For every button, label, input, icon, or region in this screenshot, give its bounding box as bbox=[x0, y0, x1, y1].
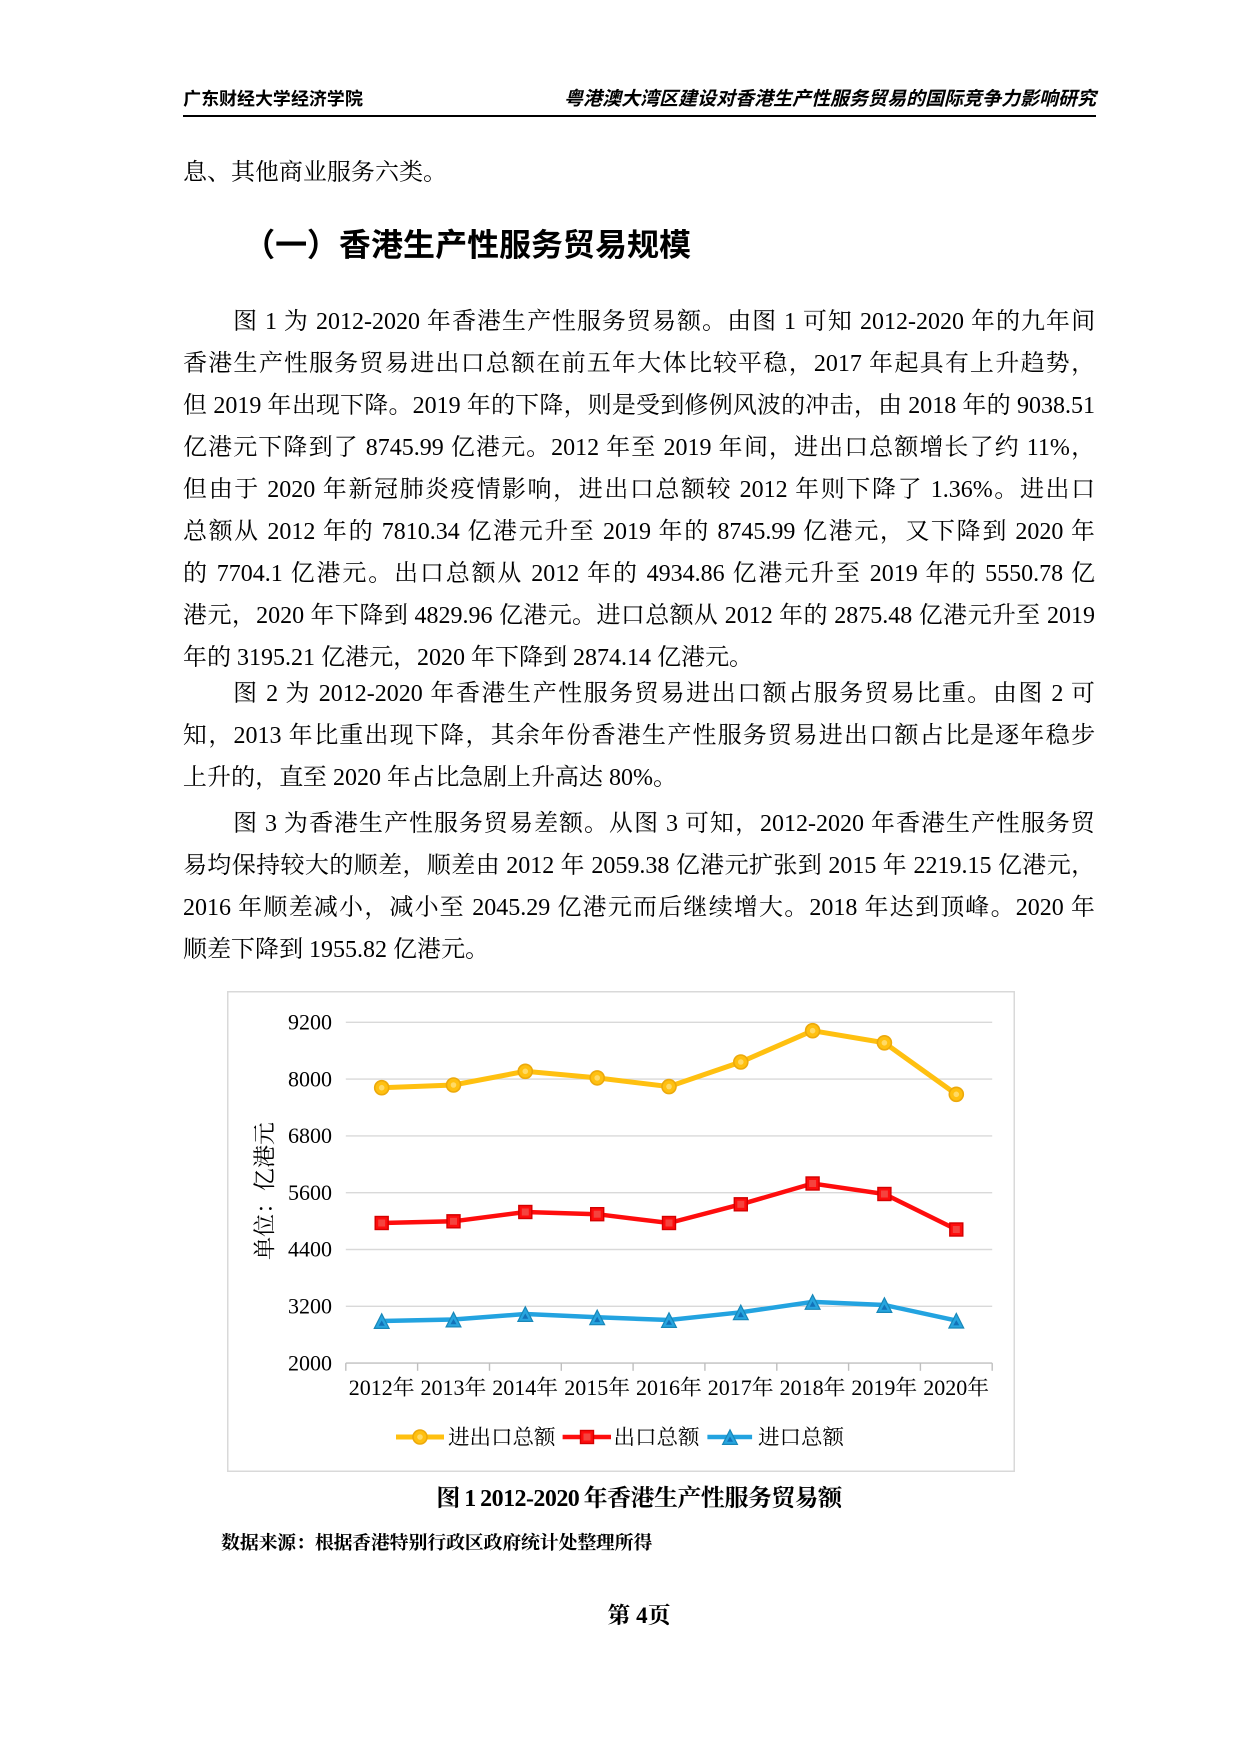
svg-text:2019年: 2019年 bbox=[851, 1375, 917, 1400]
svg-text:单位：亿港元: 单位：亿港元 bbox=[253, 1122, 278, 1260]
svg-text:出口总额: 出口总额 bbox=[614, 1426, 701, 1450]
svg-text:4400: 4400 bbox=[288, 1237, 332, 1262]
svg-text:5600: 5600 bbox=[288, 1180, 332, 1205]
svg-text:2015年: 2015年 bbox=[564, 1375, 630, 1400]
svg-text:2013年: 2013年 bbox=[420, 1375, 486, 1400]
svg-text:进口总额: 进口总额 bbox=[758, 1426, 845, 1450]
svg-text:9200: 9200 bbox=[288, 1010, 332, 1035]
svg-text:8000: 8000 bbox=[288, 1066, 332, 1091]
svg-text:6800: 6800 bbox=[288, 1123, 332, 1148]
svg-text:2016年: 2016年 bbox=[636, 1375, 702, 1400]
svg-text:3200: 3200 bbox=[288, 1294, 332, 1319]
svg-text:2000: 2000 bbox=[288, 1350, 332, 1375]
svg-text:2018年: 2018年 bbox=[780, 1375, 846, 1400]
svg-text:进出口总额: 进出口总额 bbox=[448, 1426, 556, 1450]
svg-text:2012年: 2012年 bbox=[349, 1375, 415, 1400]
svg-text:2014年: 2014年 bbox=[492, 1375, 558, 1400]
svg-text:2017年: 2017年 bbox=[708, 1375, 774, 1400]
svg-text:2020年: 2020年 bbox=[923, 1375, 989, 1400]
